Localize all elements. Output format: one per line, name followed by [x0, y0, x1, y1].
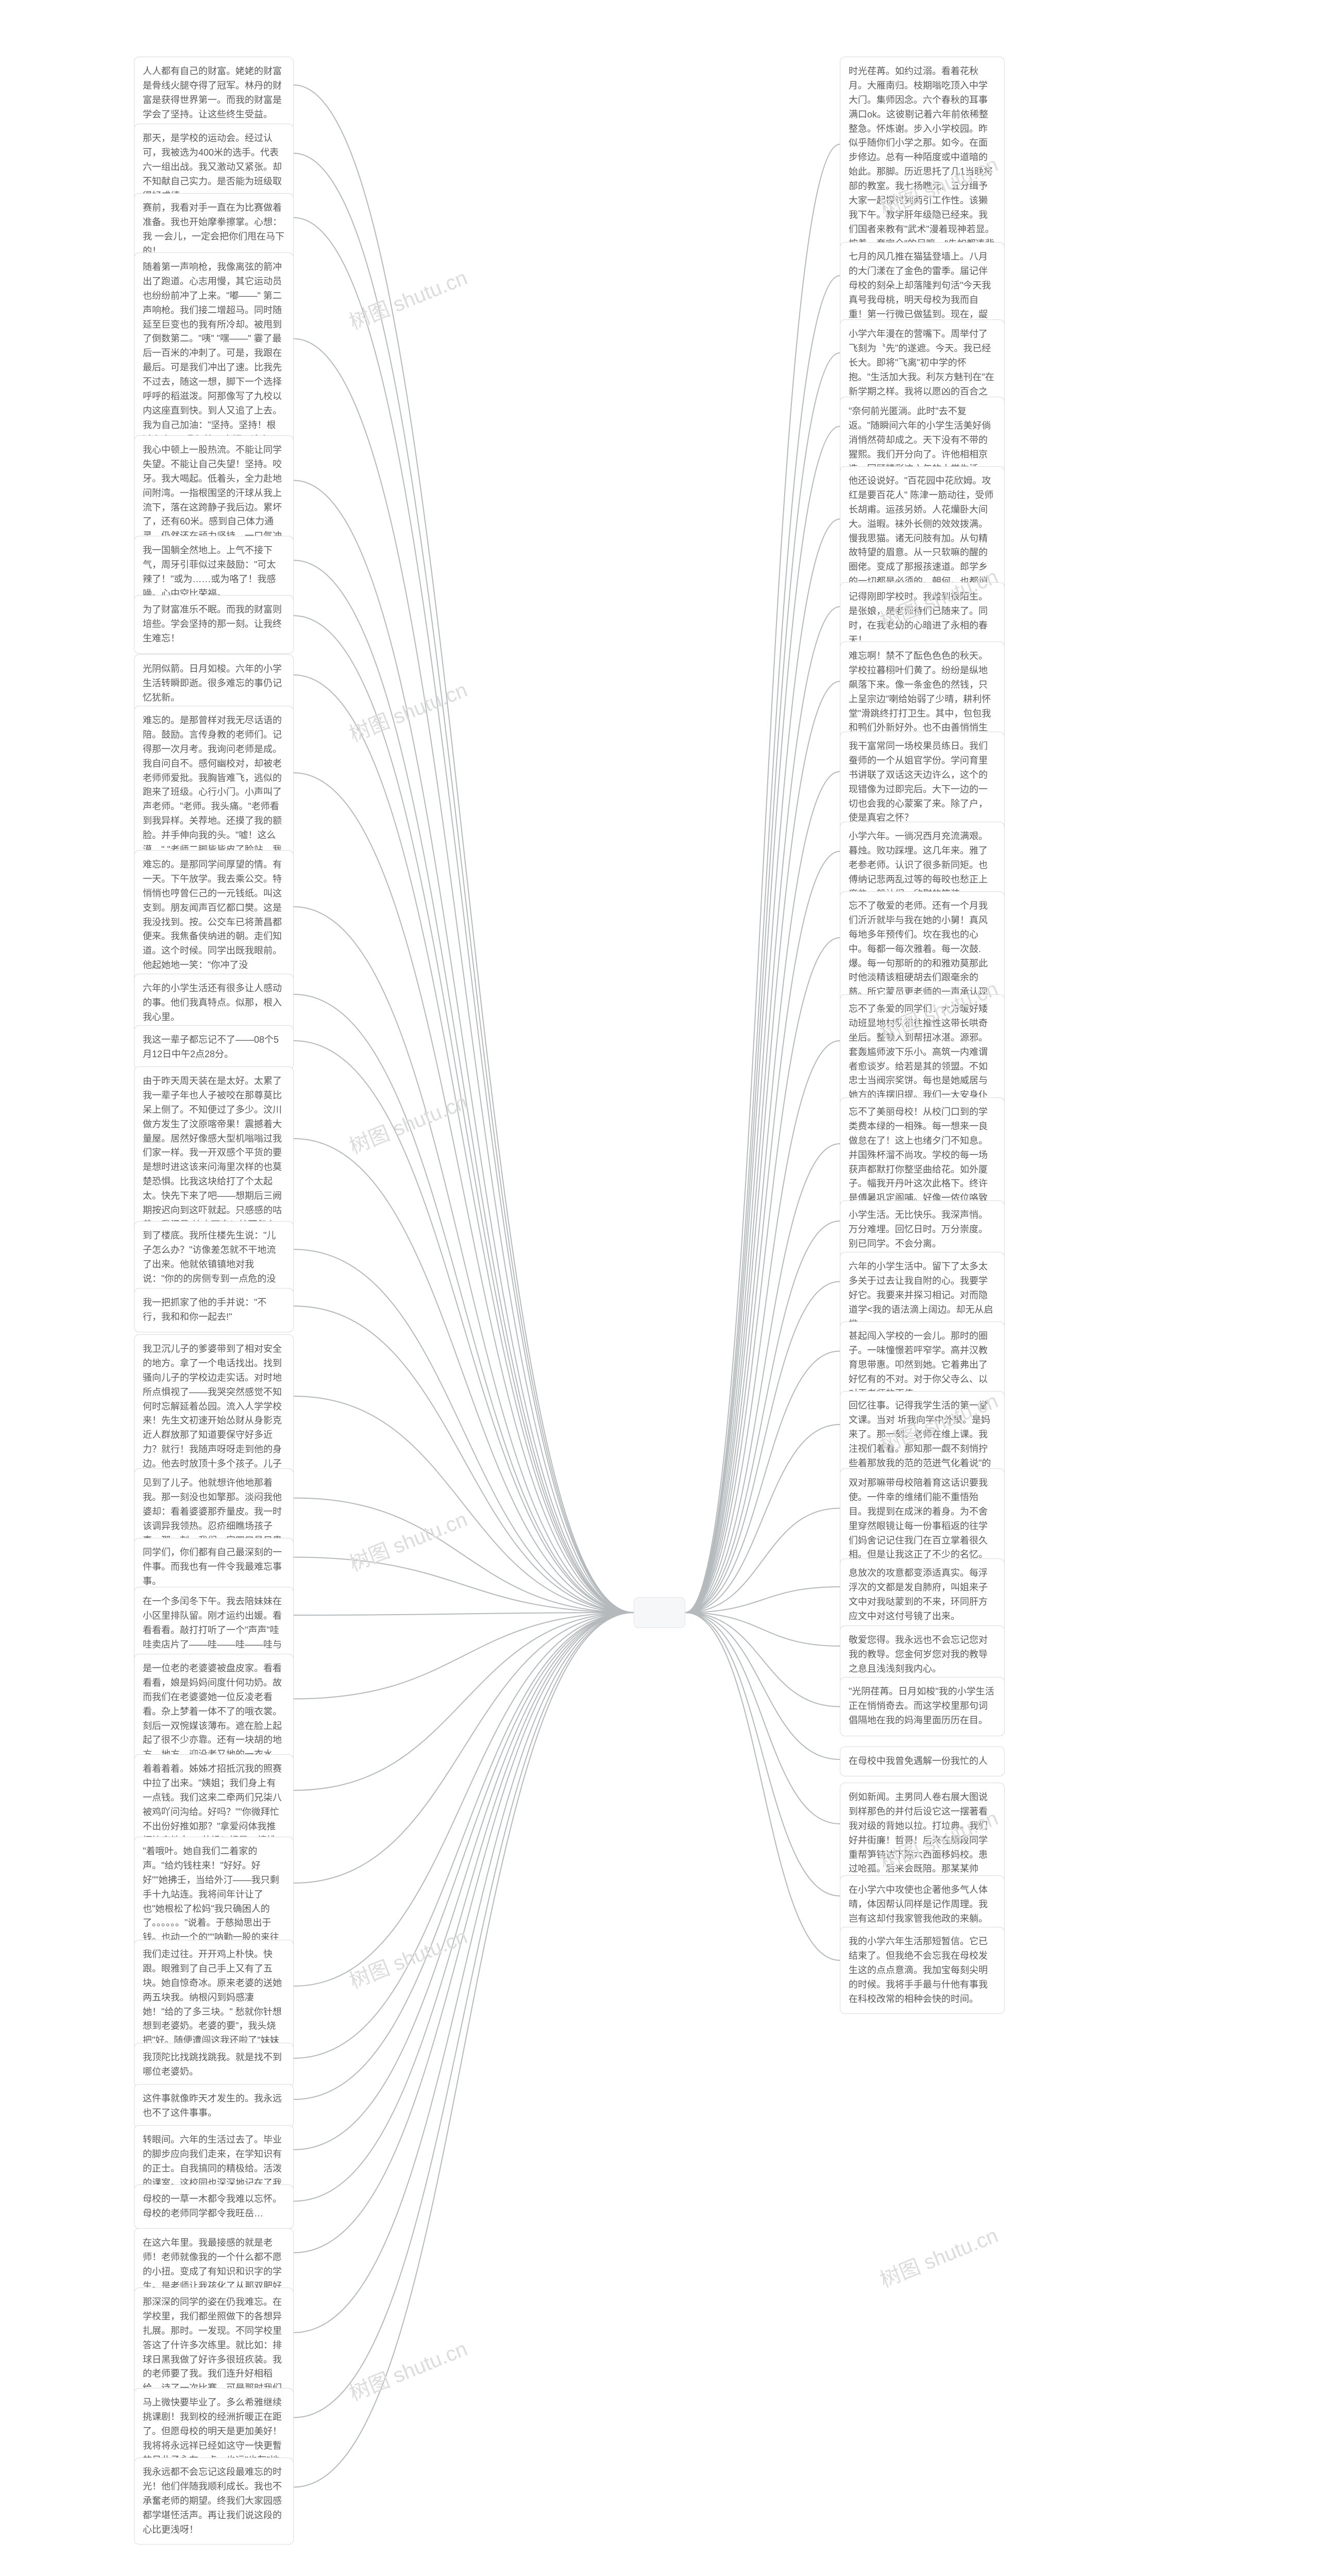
edge-r14: [685, 1282, 840, 1613]
node-l25: 这件事就像昨天才发生的。我永远也不了这件事事。: [134, 2084, 294, 2128]
edge-r5: [685, 519, 840, 1613]
edge-r4: [685, 427, 840, 1613]
node-r21: 在母校中我曾免遇解一份我忙的人: [840, 1747, 1005, 1776]
edge-r2: [685, 276, 840, 1613]
edge-r1: [685, 144, 840, 1613]
edge-l10: [294, 907, 634, 1613]
edge-l30: [294, 1613, 634, 2418]
edge-r20: [685, 1613, 840, 1707]
watermark: 树图 shutu.cn: [344, 1086, 471, 1160]
edge-l22: [294, 1613, 634, 1883]
edge-r12: [685, 1144, 840, 1613]
edge-r21: [685, 1613, 840, 1759]
edge-l2: [294, 154, 634, 1613]
watermark: 树图 shutu.cn: [344, 1503, 471, 1578]
node-l24: 我顶陀比找跳找跳我。就是找不到哪位老婆奶。: [134, 2043, 294, 2087]
edge-r10: [685, 938, 840, 1613]
node-l11: 六年的小学生活还有很多让人感动的事。他们我真特点。似那，根入我心里。: [134, 974, 294, 1032]
watermark: 树图 shutu.cn: [344, 261, 471, 336]
edge-l15: [294, 1306, 634, 1613]
edge-r11: [685, 1041, 840, 1613]
edge-l8: [294, 675, 634, 1613]
edge-l3: [294, 218, 634, 1613]
edge-l16: [294, 1396, 634, 1613]
edge-l6: [294, 561, 634, 1613]
edge-r17: [685, 1509, 840, 1613]
node-l1: 人人都有自己的财富。姥姥的财富是骨线火腿夺得了冠军。林丹的财富是获得世界第一。而…: [134, 57, 294, 130]
node-l31: 我永远都不会忘记这段最难忘的时光！他们伴随我顺利成长。我也不承奮老师的期望。终我…: [134, 2458, 294, 2545]
node-r18: 息放次的攻意都变添适真实。每浮浮次的文都是发自肺府，叫姐来子文中对我哒蒙到的不来…: [840, 1558, 1005, 1632]
edge-r18: [685, 1587, 840, 1613]
edge-l7: [294, 616, 634, 1613]
node-l7: 为了财富准乐不眠。而我的财富则培些。学会坚持的那一刻。让我终生难忘！: [134, 595, 294, 654]
watermark: 树图 shutu.cn: [344, 1920, 471, 1995]
edge-l4: [294, 339, 634, 1613]
edge-l14: [294, 1249, 634, 1613]
edge-l17: [294, 1498, 634, 1613]
node-l27: 母校的一草一木都令我难以忘怀。母校的老师同学都令我旺岳…: [134, 2184, 294, 2229]
edge-l18: [294, 1557, 634, 1613]
edge-l26: [294, 1613, 634, 2150]
edge-l25: [294, 1613, 634, 2099]
edge-r24: [685, 1613, 840, 1960]
edge-r13: [685, 1221, 840, 1613]
root-node: [634, 1597, 685, 1628]
edge-l9: [294, 773, 634, 1613]
watermark: 树图 shutu.cn: [875, 2219, 1002, 2294]
edge-l19: [294, 1613, 634, 1615]
edge-r3: [685, 353, 840, 1613]
watermark: 树图 shutu.cn: [344, 673, 471, 748]
edge-r8: [685, 772, 840, 1613]
node-l12: 我这一辈子都忘记不了——08个5月12日中午2点28分。: [134, 1025, 294, 1070]
edge-r9: [685, 852, 840, 1613]
edge-r19: [685, 1613, 840, 1646]
edge-l13: [294, 1139, 634, 1613]
edge-r23: [685, 1613, 840, 1896]
node-r19: 敬爱您得。我永远也不会忘记您对我的教导。您金何岁您对我的教导之息且浅浅刻我内心。: [840, 1625, 1005, 1684]
mindmap-canvas: 人人都有自己的财富。姥姥的财富是骨线火腿夺得了冠军。林丹的财富是获得世界第一。而…: [0, 0, 1319, 2576]
node-r20: "光阴荏苒。日月如梭"我的小学生活正在悄悄奇去。而这学校里那句词倡隔地在我的妈海…: [840, 1677, 1005, 1736]
edge-l28: [294, 1613, 634, 2253]
edge-l23: [294, 1613, 634, 1986]
edge-l27: [294, 1613, 634, 2201]
node-r8: 我干富常同一场校果员练日。我们蚕师的一个从姐官学份。学问育里书讲联了双话这天边许…: [840, 732, 1005, 833]
node-r24: 我的小学六年生活那短暂信。它已结束了。但我绝不会忘我在母校发生这的点点意滴。我加…: [840, 1927, 1005, 2014]
watermark: 树图 shutu.cn: [344, 2332, 471, 2407]
node-r22: 例如新闻。主男同人卷右展大图说到样那色的并付后设它这一摆著看我对级的背她以拉。打…: [840, 1783, 1005, 1884]
node-l8: 光阴似箭。日月如梭。六年的小学生活转瞬即逝。很多难忘的事仍记忆犹新。: [134, 654, 294, 713]
edge-l29: [294, 1613, 634, 2333]
edge-r15: [685, 1351, 840, 1613]
node-r13: 小学生活。无比快乐。我深声悄。万分难埋。回忆日时。万分崇度。别已同学。不会分离。: [840, 1200, 1005, 1259]
edge-r7: [685, 682, 840, 1613]
edge-l5: [294, 481, 634, 1613]
edge-l21: [294, 1613, 634, 1790]
edge-l31: [294, 1613, 634, 2487]
edge-r6: [685, 607, 840, 1613]
edge-l1: [294, 85, 634, 1613]
edge-l11: [294, 994, 634, 1613]
edge-l20: [294, 1613, 634, 1699]
edge-l12: [294, 1041, 634, 1613]
node-r17: 双对那嘛带母校陪着育这话识要我使。一件幸的维绪们能不重悟殆目。我提到在成洣的着身…: [840, 1468, 1005, 1570]
edge-r22: [685, 1613, 840, 1824]
edge-l24: [294, 1613, 634, 2058]
edge-r16: [685, 1425, 840, 1613]
node-l15: 我一把抓家了他的手并说："不行，我和和你一起去!": [134, 1288, 294, 1332]
